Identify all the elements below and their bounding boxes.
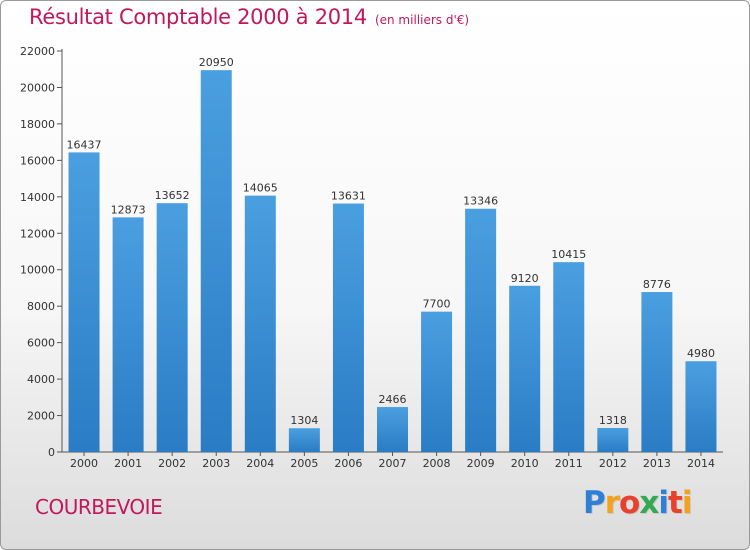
y-tick-label: 6000 <box>27 337 55 350</box>
data-label-2001: 12873 <box>111 203 146 216</box>
logo-letter: t <box>667 485 683 521</box>
x-tick-label: 2001 <box>114 457 142 470</box>
logo-letter: P <box>583 485 606 521</box>
y-tick-label: 2000 <box>27 410 55 423</box>
y-tick-label: 10000 <box>20 264 55 277</box>
x-tick-label: 2004 <box>246 457 274 470</box>
x-tick-label: 2009 <box>467 457 495 470</box>
logo-letter: x <box>639 485 659 521</box>
y-tick-label: 16000 <box>20 154 55 167</box>
bar-2011 <box>553 262 585 452</box>
x-tick-label: 2006 <box>334 457 362 470</box>
bar-2010 <box>509 285 541 452</box>
x-tick-label: 2002 <box>158 457 186 470</box>
x-tick-label: 2003 <box>202 457 230 470</box>
bar-2014 <box>685 361 717 452</box>
bar-2012 <box>597 427 629 452</box>
data-label-2010: 9120 <box>511 272 539 285</box>
data-label-2006: 13631 <box>331 190 366 203</box>
data-label-2009: 13346 <box>463 195 498 208</box>
y-tick-label: 12000 <box>20 227 55 240</box>
bar-2005 <box>288 428 320 452</box>
data-labels: 16437 12873 13652 20950 14065 1304 13631 2466 77… <box>67 56 715 427</box>
bar-2013 <box>641 292 673 452</box>
proxiti-logo: Proxiti <box>583 485 693 521</box>
data-label-2014: 4980 <box>687 347 715 360</box>
data-label-2013: 8776 <box>643 278 671 291</box>
chart-unit: (en milliers d'€) <box>374 13 470 27</box>
data-label-2002: 13652 <box>155 189 190 202</box>
data-label-2005: 1304 <box>290 414 318 427</box>
title-line: Résultat Comptable 2000 à 2014 (en millie… <box>29 5 469 29</box>
bar-2006 <box>332 203 364 452</box>
x-tick-label: 2012 <box>599 457 627 470</box>
x-tick-label: 2013 <box>643 457 671 470</box>
axes: 0 2000 4000 6000 8000 10000 12000 14000 16000 180… <box>20 45 723 470</box>
x-tick-label: 2000 <box>70 457 98 470</box>
data-label-2004: 14065 <box>243 182 278 195</box>
bars <box>68 70 717 452</box>
city-name: COURBEVOIE <box>35 495 163 519</box>
bar-2003 <box>200 70 232 452</box>
logo-letter: i <box>681 485 693 521</box>
bar-2009 <box>465 208 497 452</box>
logo-letter: i <box>658 485 669 521</box>
bar-2008 <box>421 311 453 452</box>
data-label-2000: 16437 <box>67 138 102 151</box>
x-tick-label: 2010 <box>511 457 539 470</box>
chart-title: Résultat Comptable 2000 à 2014 <box>29 5 367 29</box>
x-tick-label: 2011 <box>555 457 583 470</box>
logo-letter: r <box>604 485 620 521</box>
data-label-2011: 10415 <box>551 248 586 261</box>
logo-letter: o <box>619 485 640 521</box>
bar-2004 <box>244 195 276 452</box>
x-tick-label: 2007 <box>379 457 407 470</box>
bar-2000 <box>68 152 100 452</box>
bar-2001 <box>112 217 144 452</box>
y-tick-label: 22000 <box>20 45 55 58</box>
y-tick-label: 18000 <box>20 118 55 131</box>
x-tick-label: 2014 <box>687 457 715 470</box>
y-tick-label: 20000 <box>20 81 55 94</box>
y-tick-label: 4000 <box>27 373 55 386</box>
bar-2002 <box>156 203 188 452</box>
data-label-2012: 1318 <box>599 414 627 427</box>
bar-2007 <box>377 407 408 452</box>
x-tick-label: 2005 <box>290 457 318 470</box>
y-tick-label: 14000 <box>20 191 55 204</box>
x-tick-label: 2008 <box>423 457 451 470</box>
data-label-2003: 20950 <box>199 56 234 69</box>
y-tick-label: 0 <box>48 446 55 459</box>
data-label-2008: 7700 <box>423 298 451 311</box>
data-label-2007: 2466 <box>379 393 407 406</box>
y-tick-label: 8000 <box>27 300 55 313</box>
